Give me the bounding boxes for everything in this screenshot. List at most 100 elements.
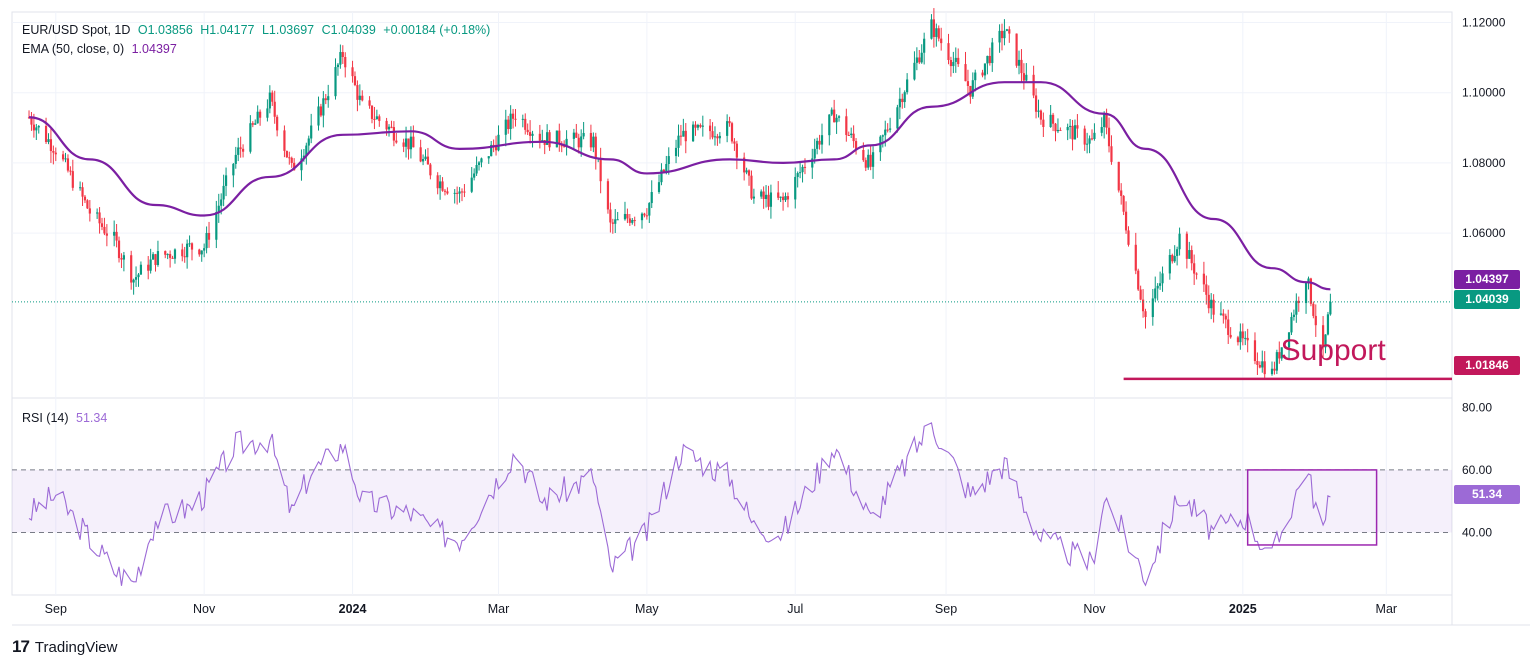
candle-body [1025,74,1028,81]
candle-body [594,136,597,159]
candle-body [733,141,736,144]
candle-body [268,92,271,109]
candle-body [173,249,177,259]
candle-body [580,136,583,148]
candle-body [353,76,357,86]
candle-body [954,57,957,62]
candle-body [538,133,541,141]
candle-body [54,152,57,155]
candle-body [324,98,327,101]
candle-body [217,205,220,213]
candle-body [1141,299,1145,312]
candle-body [633,220,636,222]
candle-body [305,145,308,156]
candle-body [718,135,721,139]
candle-body [592,136,595,148]
candle-body [341,52,344,57]
candle-body [71,171,74,188]
price-tick-label: 1.10000 [1462,86,1506,100]
candle-body [735,143,738,158]
candle-body [154,254,157,265]
tradingview-brand[interactable]: 17 TradingView [12,637,117,657]
candle-body [96,212,99,214]
candle-body [88,208,91,214]
candle-body [44,125,48,143]
rsi-line [28,422,1331,587]
candle-body [811,158,814,168]
rsi-value: 51.34 [76,411,108,425]
candle-body [147,264,150,271]
candle-body [745,170,748,173]
candle-body [816,140,819,149]
candle-body [667,156,670,164]
ohlc-change: +0.00184 (+0.18%) [383,23,491,37]
candle-body [463,191,466,193]
candle-body [251,123,254,125]
candle-body [156,251,160,265]
candle-body [47,139,50,143]
candle-body [200,250,203,255]
candle-body [1244,337,1247,339]
candle-body [103,226,106,234]
rsi-value-badge: 51.34 [1454,485,1520,504]
candle-body [1239,331,1242,343]
candle-body [237,147,240,155]
candle-body [203,248,206,251]
candle-body [1241,331,1244,339]
candle-body [344,56,347,68]
candle-body [1210,299,1213,309]
candle-body [694,124,697,128]
candle-body [1307,278,1310,283]
candle-body [606,181,610,210]
candle-body [79,187,82,189]
time-tick-label: Mar [1376,602,1398,616]
candle-body [932,19,935,37]
candle-body [1076,125,1079,129]
candle-body [137,274,140,278]
candle-body [1105,113,1108,128]
last-price-badge: 1.04039 [1454,290,1520,309]
candle-body [803,166,807,168]
candle-body [477,162,481,165]
candle-body [188,243,191,245]
candle-body [1086,143,1089,145]
candle-body [1295,300,1298,315]
candle-body [643,213,646,216]
candle-body [234,154,237,164]
candle-body [419,147,422,162]
time-tick-label: Nov [193,602,216,616]
candle-body [1212,299,1215,315]
support-price-badge: 1.01846 [1454,356,1520,375]
candle-body [1154,288,1157,299]
rsi-label: RSI (14) [22,411,69,425]
candle-body [541,140,544,142]
candle-body [1312,303,1315,316]
candle-body [1224,315,1227,320]
candle-body [713,136,717,138]
candle-body [220,199,223,206]
candle-body [1253,340,1257,362]
candle-body [665,163,668,172]
candle-body [120,258,123,260]
rsi-tick-label: 80.00 [1462,400,1492,414]
candle-body [151,254,155,260]
time-tick-label: Jul [787,602,803,616]
candle-body [521,118,524,120]
candle-body [1100,127,1103,133]
candle-body [475,164,478,174]
ema-price-badge: 1.04397 [1454,270,1520,289]
candle-body [402,142,405,147]
candle-body [750,175,753,199]
candle-body [614,219,617,224]
candle-body [1193,263,1196,274]
candle-body [548,132,551,148]
candle-body [276,116,279,131]
candle-body [940,38,943,44]
candle-body [361,95,364,101]
candle-body [368,100,371,106]
candle-body [674,147,678,157]
candle-body [1273,368,1276,371]
ohlc-close: C1.04039 [321,23,376,37]
candle-body [1110,146,1113,162]
